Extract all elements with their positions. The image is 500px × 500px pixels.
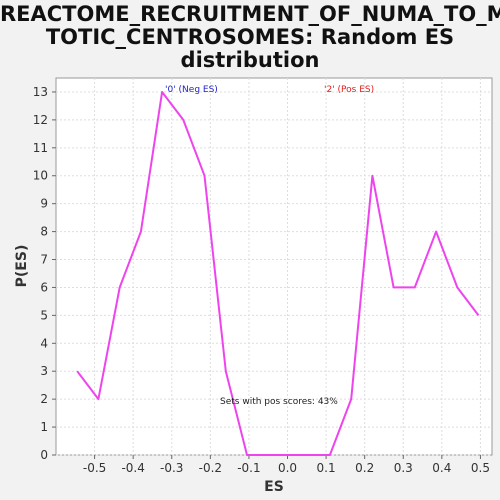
series-line <box>76 91 480 456</box>
y-tick-label: 6 <box>40 280 48 294</box>
x-tick-label: 0.5 <box>471 461 490 475</box>
y-tick-label: 2 <box>40 392 48 406</box>
y-tick-label: 0 <box>40 448 48 462</box>
x-tick-label: -0.2 <box>199 461 222 475</box>
x-tick-label: -0.1 <box>237 461 260 475</box>
y-tick-label: 8 <box>40 225 48 239</box>
y-tick-label: 7 <box>40 253 48 267</box>
x-tick-label: 0.1 <box>317 461 336 475</box>
pos-es-label: '2' (Pos ES) <box>324 85 374 95</box>
x-tick-label: -0.3 <box>160 461 183 475</box>
x-tick-label: -0.5 <box>83 461 106 475</box>
x-tick-label: 0.2 <box>355 461 374 475</box>
y-axis-label: P(ES) <box>14 245 30 288</box>
x-tick-label: -0.4 <box>121 461 144 475</box>
y-tick-label: 1 <box>40 420 48 434</box>
y-tick-label: 13 <box>33 85 48 99</box>
y-tick-label: 5 <box>40 308 48 322</box>
x-tick-label: 0.0 <box>278 461 297 475</box>
y-tick-label: 12 <box>33 113 48 127</box>
pos-scores-annotation: Sets with pos scores: 43% <box>220 397 338 407</box>
chart-title: REACTOME_RECRUITMENT_OF_NUMA_TO_MI TOTIC… <box>0 0 500 72</box>
y-tick-label: 11 <box>33 141 48 155</box>
x-axis-ticks: -0.5 -0.4 -0.3 -0.2 -0.1 0.0 0.1 0.2 0.3 0.4 0.5 <box>83 455 490 475</box>
chart-title-line-3: distribution <box>180 48 320 72</box>
y-tick-label: 4 <box>40 336 48 350</box>
x-tick-label: 0.3 <box>394 461 413 475</box>
series-layer <box>76 91 480 456</box>
chart-title-line-1: REACTOME_RECRUITMENT_OF_NUMA_TO_MI <box>0 2 500 26</box>
x-axis-label: ES <box>264 479 284 495</box>
neg-es-label: '0' (Neg ES) <box>165 85 218 95</box>
chart-title-line-2: TOTIC_CENTROSOMES: Random ES <box>45 25 455 49</box>
y-tick-label: 10 <box>33 169 48 183</box>
y-tick-label: 3 <box>40 364 48 378</box>
y-tick-label: 9 <box>40 197 48 211</box>
x-tick-label: 0.4 <box>432 461 451 475</box>
